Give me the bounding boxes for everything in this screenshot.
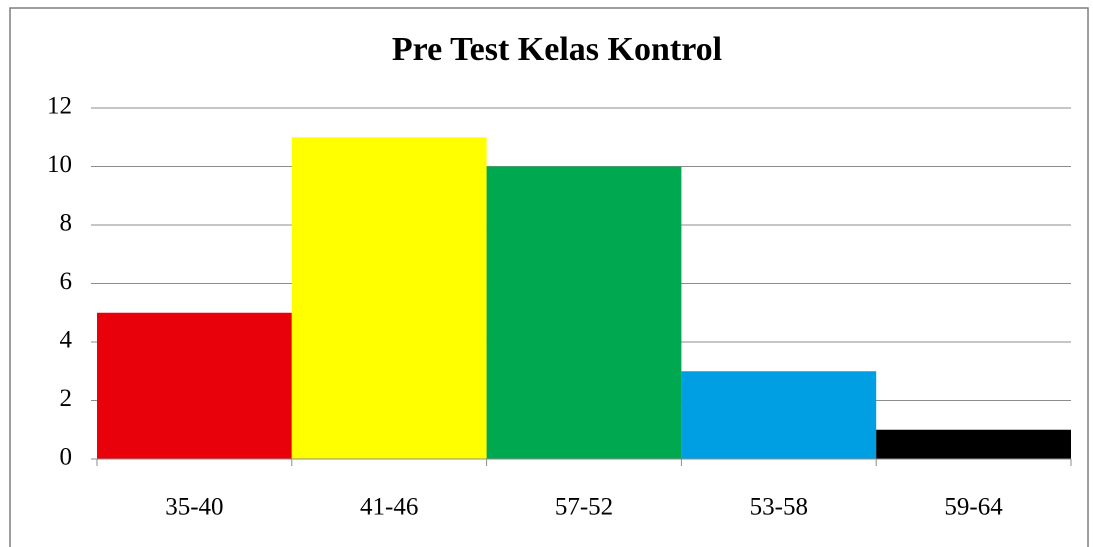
y-tick-label: 10 (47, 151, 72, 178)
bar (97, 313, 292, 459)
y-tick-label: 4 (60, 327, 73, 354)
x-tick-label: 53-58 (750, 494, 808, 521)
x-tick-label: 57-52 (555, 494, 613, 521)
x-tick-label: 41-46 (360, 494, 418, 521)
bar (681, 371, 876, 459)
y-tick-label: 2 (60, 385, 73, 412)
chart-title: Pre Test Kelas Kontrol (392, 31, 722, 68)
y-tick-label: 8 (60, 210, 73, 237)
y-tick-label: 12 (47, 93, 72, 120)
bar (292, 137, 487, 459)
y-tick-label: 6 (60, 268, 73, 295)
chart: Pre Test Kelas Kontrol 0 2 4 6 8 10 12 35-40 41-… (0, 0, 1093, 547)
x-tick-label: 59-64 (944, 494, 1003, 521)
y-tick-label: 0 (60, 444, 73, 471)
bar (487, 167, 682, 460)
x-tick-label: 35-40 (165, 494, 223, 521)
bar (876, 430, 1071, 459)
